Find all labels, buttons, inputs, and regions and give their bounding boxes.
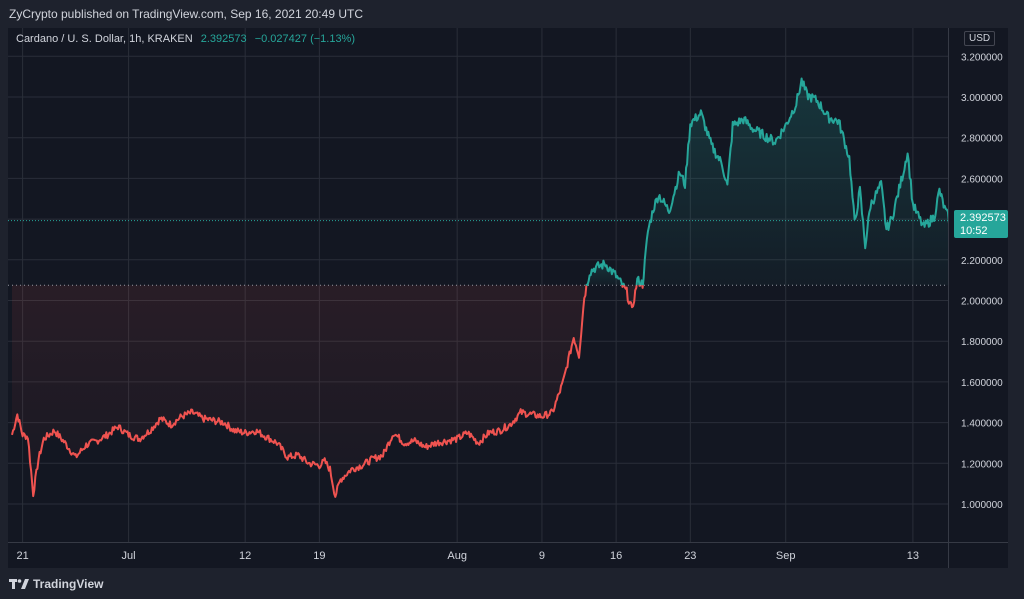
last-price-tag-value: 2.392573 [960, 212, 1006, 224]
y-tick-label: 1.800000 [961, 337, 1003, 348]
time-axis: 21 Jul 12 19 Aug 9 16 23 Sep 13 [16, 550, 919, 562]
y-tick-label: 2.200000 [961, 256, 1003, 267]
baseline-fills [12, 78, 948, 497]
footer-bar: TradingView [0, 568, 1024, 599]
brand-name: TradingView [33, 577, 104, 591]
price-line-down [623, 284, 638, 309]
x-tick-label: Aug [447, 550, 467, 562]
price-line-up [622, 282, 626, 286]
tradingview-logo-icon [9, 579, 29, 589]
area-above-baseline [642, 78, 948, 286]
y-tick-label: 2.800000 [961, 134, 1003, 145]
price-line-up [585, 259, 624, 286]
area-below-baseline [12, 285, 587, 497]
price-line-up [635, 275, 641, 286]
last-price-label: 2.392573 10:52 [954, 210, 1008, 238]
price-line-down [641, 285, 644, 289]
y-tick-label: 1.400000 [961, 419, 1003, 430]
symbol-legend: Cardano / U. S. Dollar, 1h, KRAKEN 2.392… [16, 33, 355, 45]
y-tick-label: 1.200000 [961, 459, 1003, 470]
reference-lines [8, 220, 948, 286]
x-tick-label: 13 [907, 550, 919, 562]
y-tick-label: 2.000000 [961, 297, 1003, 308]
y-tick-label: 3.000000 [961, 93, 1003, 104]
y-tick-label: 3.200000 [961, 52, 1003, 63]
x-tick-label: 21 [16, 550, 28, 562]
tradingview-logo[interactable]: TradingView [9, 577, 103, 591]
price-line-down [11, 285, 588, 498]
last-price-value: 2.392573 [200, 33, 247, 45]
y-tick-label: 1.600000 [961, 378, 1003, 389]
publish-info: ZyCrypto published on TradingView.com, S… [9, 7, 363, 21]
bar-countdown: 10:52 [960, 225, 988, 237]
price-lines [11, 77, 948, 498]
x-tick-label: Jul [122, 550, 136, 562]
symbol-name: Cardano / U. S. Dollar, 1h, KRAKEN [16, 33, 193, 45]
currency-button[interactable]: USD [964, 31, 996, 46]
x-tick-label: 19 [313, 550, 325, 562]
y-tick-label: 2.600000 [961, 174, 1003, 185]
x-tick-label: 12 [239, 550, 251, 562]
price-change-value: −0.027427 (−1.13%) [254, 33, 356, 45]
x-tick-label: 16 [610, 550, 622, 562]
x-tick-label: 9 [539, 550, 545, 562]
y-tick-label: 1.000000 [961, 500, 1003, 511]
x-tick-label: 23 [684, 550, 696, 562]
publish-header: ZyCrypto published on TradingView.com, S… [0, 0, 1024, 28]
x-tick-label: Sep [776, 550, 796, 562]
area-above-baseline [586, 260, 623, 286]
price-axis: 1.000000 1.200000 1.400000 1.600000 1.800000… [961, 52, 1003, 511]
price-line-down [621, 284, 624, 288]
price-line-up [641, 77, 948, 286]
